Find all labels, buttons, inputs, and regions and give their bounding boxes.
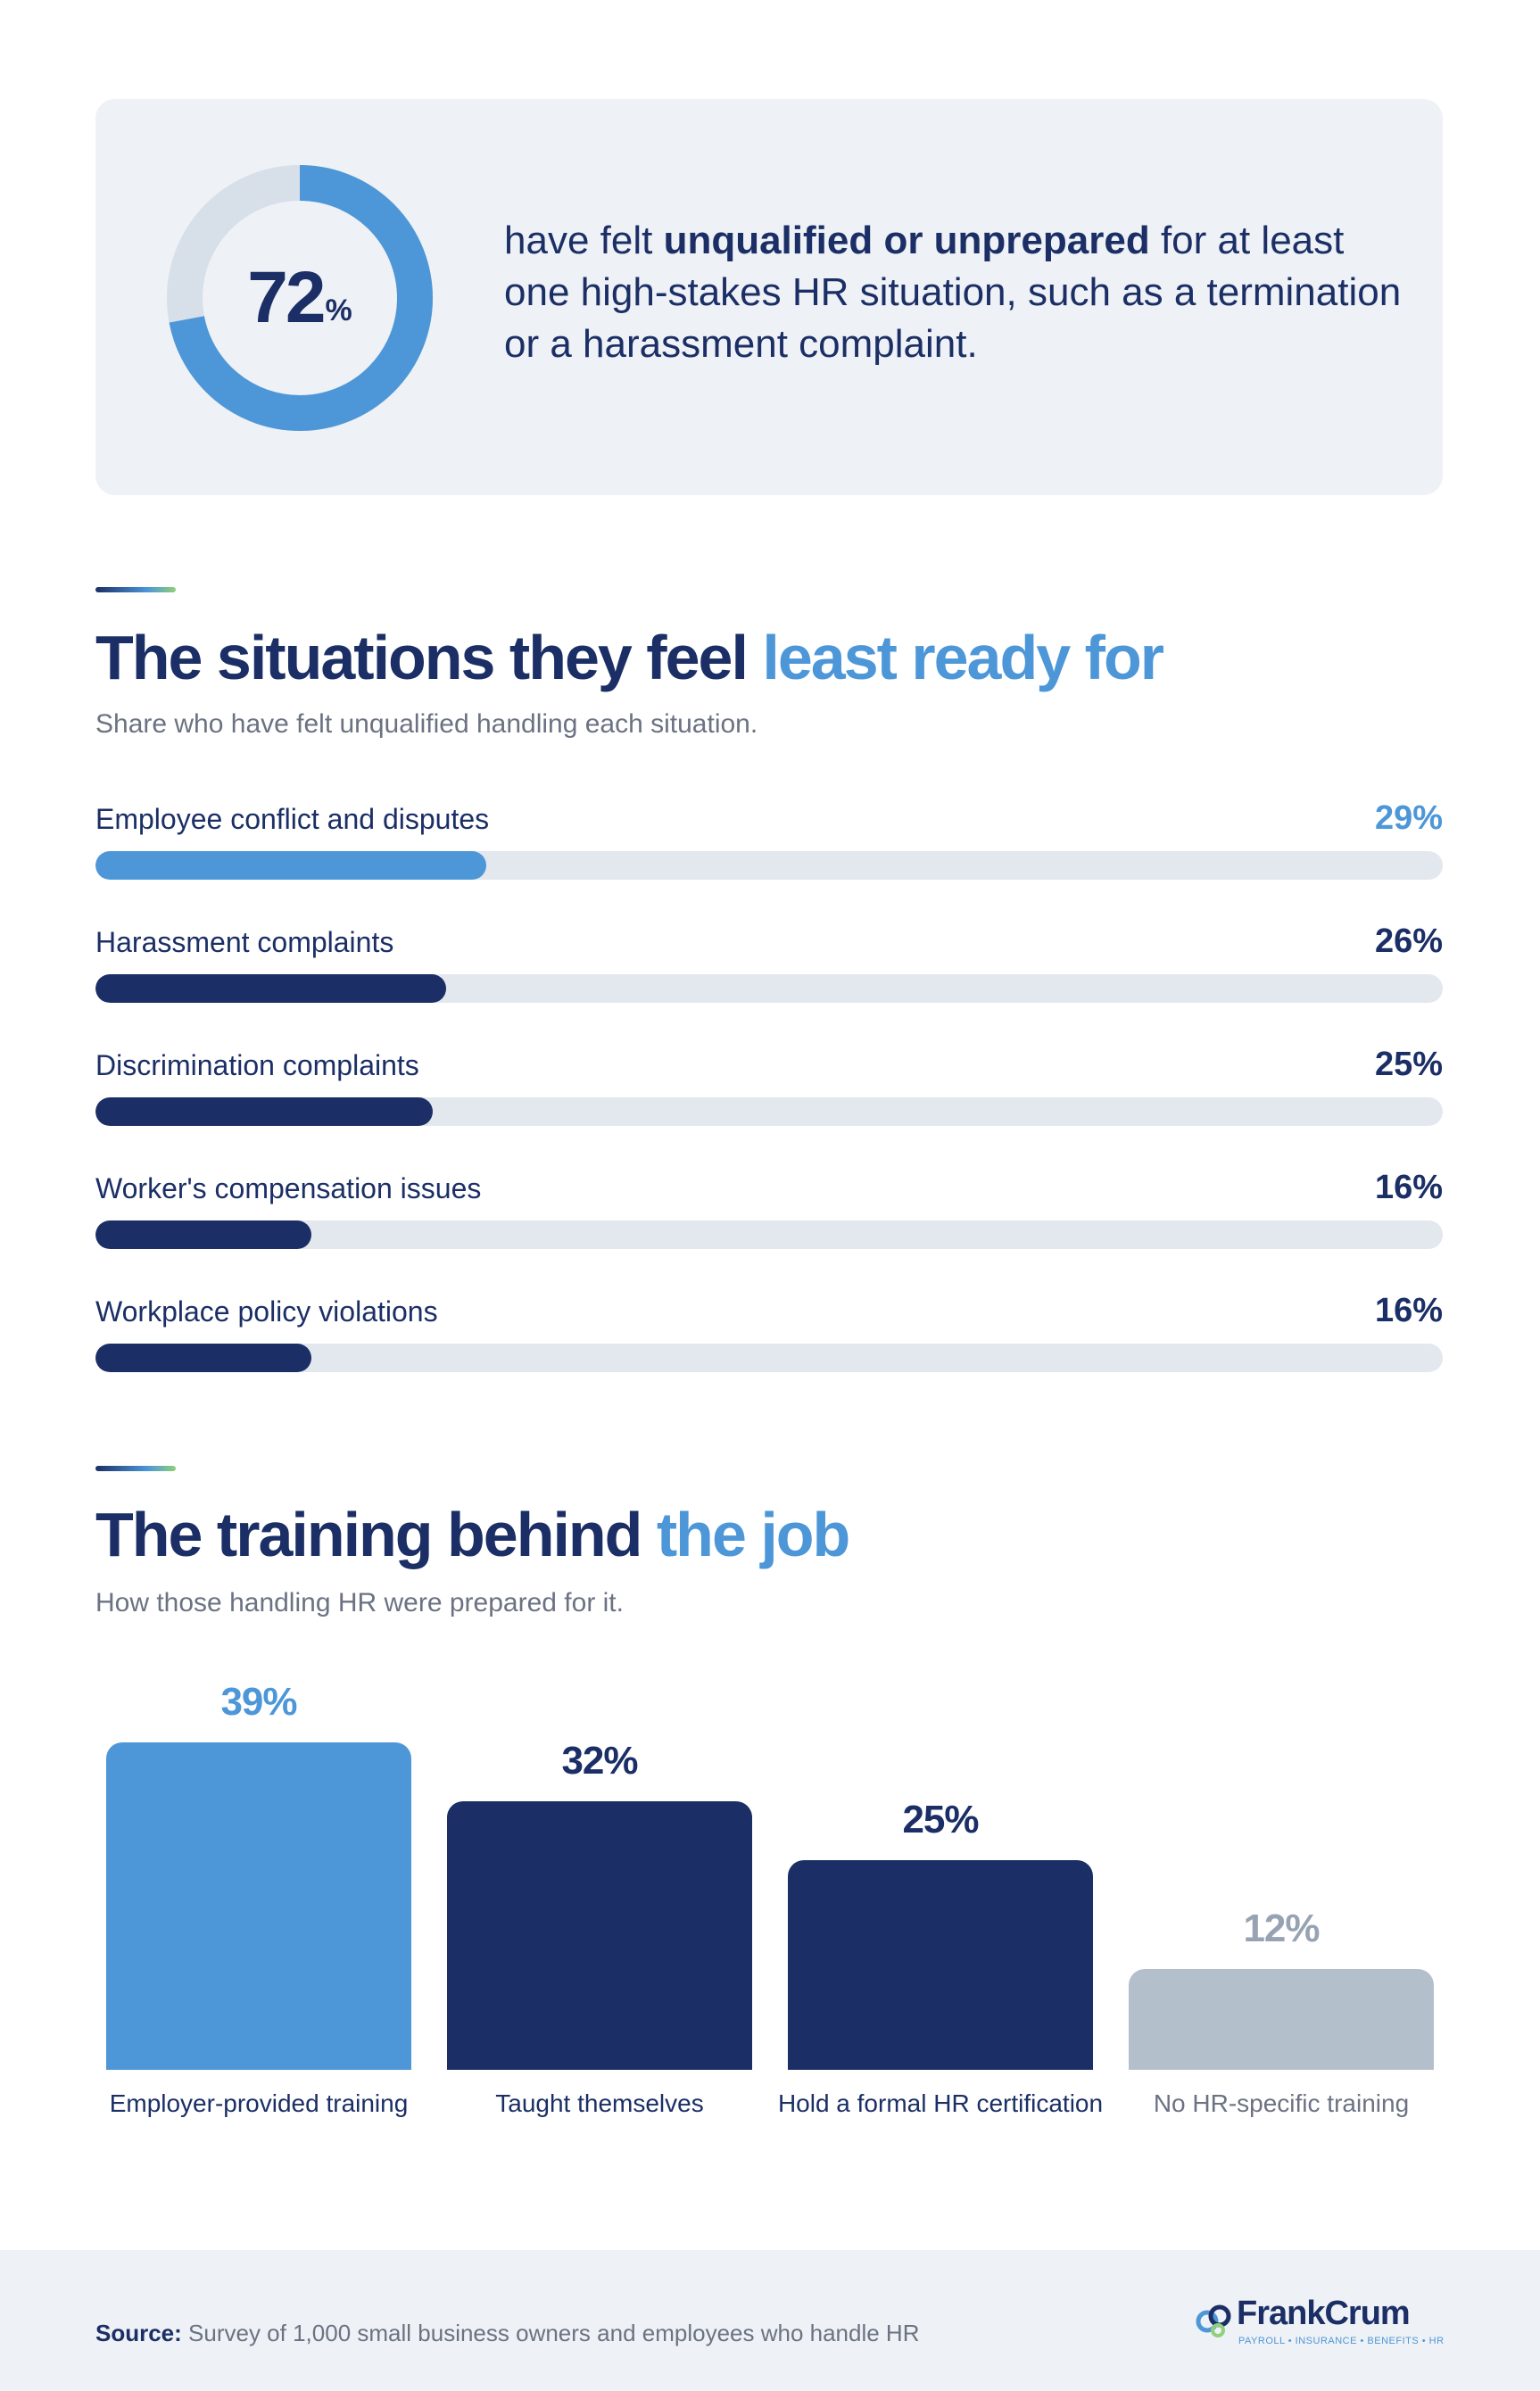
vbar-value-label: 32%: [561, 1739, 638, 1783]
hbar-track: [95, 851, 1443, 880]
hbar-row: Workplace policy violations 16%: [95, 1292, 1443, 1394]
stat-description: have felt unqualified or unprepared for …: [504, 215, 1405, 370]
donut-fill: [167, 165, 433, 431]
hbar-track: [95, 1344, 1443, 1372]
hbar-fill: [95, 974, 446, 1003]
vbar-category-label: Taught themselves: [495, 2089, 704, 2117]
vbar-bar: [1129, 1969, 1434, 2070]
hbar-fill: [95, 851, 486, 880]
situations-subtitle: Share who have felt unqualified handling…: [95, 709, 758, 739]
logo-wordmark: FrankCrum: [1237, 2295, 1411, 2333]
hbar-row: Worker's compensation issues 16%: [95, 1169, 1443, 1270]
hbar-value-label: 26%: [1374, 922, 1443, 960]
vbar-column: 12% No HR-specific training: [1129, 1659, 1434, 2159]
vbar-bar: [106, 1742, 411, 2070]
vbar-value-label: 25%: [902, 1798, 979, 1841]
hbar-row: Employee conflict and disputes 29%: [95, 799, 1443, 901]
vbar-bar: [447, 1801, 752, 2070]
hbar-label: Employee conflict and disputes: [95, 803, 490, 835]
hbar-fill: [95, 1097, 433, 1126]
vbar-category-label: No HR-specific training: [1153, 2089, 1410, 2117]
source-text: Survey of 1,000 small business owners an…: [181, 2320, 920, 2346]
vbar-category-label: Employer-provided training: [109, 2089, 409, 2117]
situations-title-main: The situations they feel: [95, 623, 763, 692]
vbar-value-label: 39%: [220, 1680, 297, 1725]
hbar-row: Discrimination complaints 25%: [95, 1046, 1443, 1147]
hbar-track: [95, 1220, 1443, 1249]
vbar-bar: [788, 1860, 1093, 2070]
hbar-value-label: 29%: [1374, 799, 1443, 837]
training-title-main: The training behind: [95, 1500, 657, 1569]
training-title: The training behind the job: [95, 1499, 850, 1570]
footer: Source: Survey of 1,000 small business o…: [0, 2250, 1540, 2391]
donut-value-unit: %: [325, 293, 352, 327]
hbar-value-label: 16%: [1374, 1292, 1443, 1329]
donut-chart: [167, 165, 433, 431]
hbar-fill: [95, 1344, 311, 1372]
hbar-label: Harassment complaints: [95, 926, 394, 958]
hbar-track: [95, 1097, 1443, 1126]
vbar-column: 25% Hold a formal HR certification: [778, 1659, 1103, 2159]
source-note: Source: Survey of 1,000 small business o…: [95, 2320, 919, 2347]
training-title-highlight: the job: [656, 1500, 850, 1569]
stat-text-before: have felt: [504, 219, 664, 262]
vbar-value-label: 12%: [1243, 1907, 1320, 1951]
donut-value: 72 %: [163, 161, 436, 434]
section-accent-line: [95, 1466, 176, 1471]
hbar-track: [95, 974, 1443, 1003]
hbar-value-label: 16%: [1374, 1169, 1443, 1206]
vbar-category-label: Hold a formal HR certification: [777, 2089, 1104, 2117]
situations-title: The situations they feel least ready for: [95, 622, 1164, 693]
training-subtitle: How those handling HR were prepared for …: [95, 1588, 624, 1617]
source-label: Source:: [95, 2320, 182, 2346]
vbar-column: 39% Employer-provided training: [106, 1659, 411, 2159]
logo-tagline: PAYROLL • INSURANCE • BENEFITS • HR: [1238, 2336, 1445, 2346]
logo-mark-icon: [1196, 2304, 1231, 2337]
hbar-value-label: 25%: [1374, 1046, 1443, 1083]
hbar-label: Discrimination complaints: [95, 1049, 419, 1081]
hbar-fill: [95, 1220, 311, 1249]
hbar-row: Harassment complaints 26%: [95, 922, 1443, 1024]
logo-word-b: Crum: [1324, 2295, 1410, 2332]
donut-value-number: 72: [247, 257, 326, 338]
stat-text-bold: unqualified or unprepared: [663, 219, 1150, 262]
training-bar-chart: 39% Employer-provided training 32% Taught t…: [95, 1659, 1452, 2159]
stat-text-after: for at least one high-stakes HR situatio…: [504, 219, 1402, 366]
frankcrum-logo: FrankCrum PAYROLL • INSURANCE • BENEFITS…: [1194, 2295, 1444, 2357]
vbar-column: 32% Taught themselves: [447, 1659, 752, 2159]
logo-word-a: Frank: [1237, 2295, 1325, 2332]
stat-card: 72 % have felt unqualified or unprepared…: [95, 99, 1443, 495]
hbar-label: Workplace policy violations: [95, 1295, 438, 1328]
section-accent-line: [95, 587, 176, 592]
hbar-label: Worker's compensation issues: [95, 1172, 482, 1204]
situations-title-highlight: least ready for: [762, 623, 1164, 692]
